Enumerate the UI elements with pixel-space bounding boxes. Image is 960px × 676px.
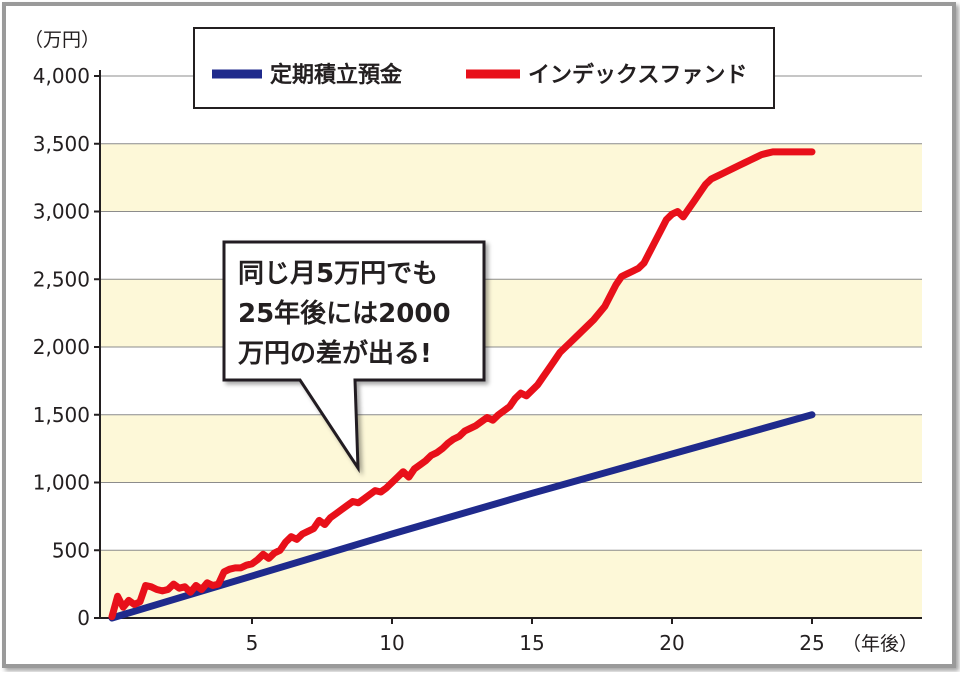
x-tick-label: 20 (659, 631, 684, 655)
x-tick-label: 15 (519, 631, 544, 655)
gridlines (100, 75, 922, 551)
y-tick-label: 2,000 (33, 335, 90, 359)
y-unit-label: （万円） (24, 29, 100, 51)
y-tick-label: 500 (52, 538, 90, 562)
y-tick-label: 3,500 (33, 132, 90, 156)
annotation-callout: 同じ月5万円でも 25年後には2000 万円の差が出る! (222, 240, 486, 474)
callout-bubble (222, 240, 486, 474)
y-tick-label: 1,000 (33, 471, 90, 495)
x-tick-label: 25 (799, 631, 824, 655)
y-tick-label: 2,500 (33, 267, 90, 291)
background-band (100, 414, 922, 483)
y-axis-ticks: 0 500 1,000 1,500 2,000 2,500 3,000 3,500 4,000 (33, 64, 100, 630)
y-tick-label: 3,000 (33, 200, 90, 224)
annotation-line-1: 同じ月5万円でも (238, 259, 438, 289)
y-tick-label: 4,000 (33, 64, 90, 88)
y-tick-label: 0 (77, 606, 90, 630)
series-layer (108, 148, 816, 622)
x-axis-ticks: 5 10 15 20 25 (246, 618, 825, 655)
x-tick-label: 5 (246, 631, 259, 655)
legend-label-deposit: 定期積立預金 (270, 62, 403, 88)
axes (99, 70, 922, 619)
x-unit-label: （年後） (842, 633, 918, 655)
series-line-index-fund (108, 148, 816, 621)
legend-label-index-fund: インデックスファンド (528, 62, 747, 88)
x-tick-label: 10 (379, 631, 404, 655)
y-tick-label: 1,500 (33, 403, 90, 427)
legend-box (193, 27, 775, 109)
legend: 定期積立預金 インデックスファンド (193, 27, 775, 109)
annotation-line-3: 万円の差が出る! (238, 338, 432, 369)
annotation-line-2: 25年後には2000 (238, 298, 451, 329)
series-line-deposit (108, 411, 816, 622)
